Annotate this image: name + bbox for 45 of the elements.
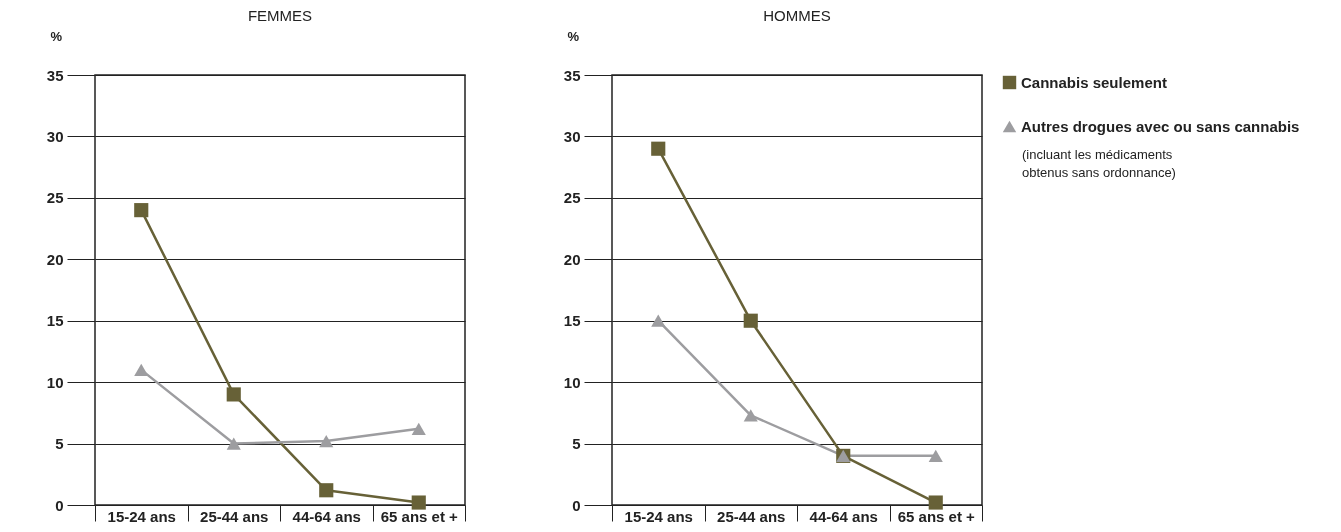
point (134, 363, 149, 376)
y-tick-label: 30 (46, 127, 64, 145)
y-tick-label: 5 (55, 435, 64, 453)
x-tick-label: 15-24 ans (624, 507, 693, 525)
point (651, 314, 666, 327)
y-tick-label: 25 (46, 189, 64, 207)
point (411, 495, 426, 510)
chart-title: HOMMES (763, 7, 831, 24)
point (226, 387, 241, 402)
y-tick-label: 20 (563, 250, 581, 268)
point (134, 203, 149, 218)
y-tick-label: 15 (563, 312, 581, 330)
x-tick-label: 25-44 ans (717, 507, 786, 525)
y-tick-label: 5 (572, 435, 581, 453)
y-tick-label: 35 (46, 66, 64, 84)
y-tick-label: 0 (55, 496, 64, 514)
x-tick-label: 44-64 ans (809, 507, 878, 525)
point (928, 495, 943, 510)
x-tick-label: 15-24 ans (107, 507, 176, 525)
point (411, 422, 426, 435)
legend-label: Cannabis seulement (1021, 73, 1167, 91)
y-tick-label: 0 (572, 496, 581, 514)
x-tick-label: 25-44 ans (200, 507, 269, 525)
point (651, 141, 666, 156)
y-tick-label: 20 (46, 250, 64, 268)
y-tick-label: 15 (46, 312, 64, 330)
y-tick-label: 25 (563, 189, 581, 207)
x-tick-label: 65 ans et + (897, 507, 976, 525)
legend-label: Autres drogues avec ou sans cannabis (1021, 117, 1300, 135)
y-tick-label: 10 (46, 373, 64, 391)
y-tick-label: 10 (563, 373, 581, 391)
point (226, 437, 241, 450)
x-tick-label: 44-64 ans (292, 507, 361, 525)
point (319, 434, 334, 448)
y-axis-title: % (567, 28, 580, 44)
y-tick-label: 35 (563, 66, 581, 84)
y-axis-title: % (50, 28, 63, 44)
point (928, 449, 943, 462)
point (743, 409, 758, 422)
point (319, 483, 334, 498)
chart-title: FEMMES (247, 7, 313, 24)
text: (incluant les médicaments obtenus sans ordonnance) (1022, 146, 1177, 182)
x-tick-label: 65 ans et + (380, 507, 459, 525)
point (743, 313, 758, 328)
y-tick-label: 30 (563, 127, 581, 145)
